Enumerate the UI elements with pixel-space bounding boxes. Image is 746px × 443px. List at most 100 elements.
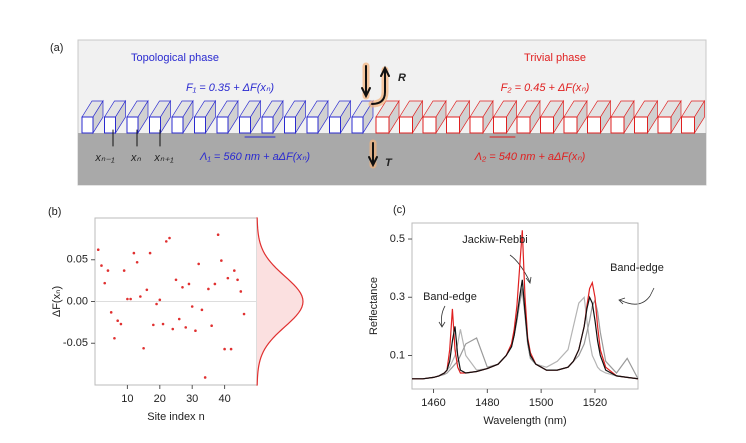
point: [233, 269, 236, 272]
plot-frame: [411, 222, 639, 390]
point: [122, 269, 126, 272]
point: [236, 278, 239, 282]
panel-label: (b): [48, 206, 61, 218]
x-axis-label: Wavelength (nm): [483, 415, 566, 427]
point: [145, 288, 149, 292]
point: [148, 251, 152, 255]
grating-block: [171, 116, 184, 134]
point: [116, 319, 119, 323]
grating-block: [493, 116, 507, 134]
phase-title: Trivial phase: [524, 52, 586, 64]
site-label: xₙ: [130, 152, 142, 164]
x-tick-label: 1520: [583, 397, 607, 409]
annotation: Jackiw-Rebbi: [462, 234, 527, 246]
point: [174, 278, 178, 282]
distribution-curve: [256, 217, 304, 386]
line-series: [412, 288, 639, 380]
reflected-label: R: [398, 72, 406, 84]
point: [213, 282, 217, 286]
point: [103, 281, 107, 285]
y-axis-label: ΔF(xₙ): [51, 286, 63, 317]
point: [200, 308, 204, 312]
point: [109, 311, 113, 314]
y-tick-label: 0.5: [390, 233, 405, 245]
point: [220, 259, 223, 262]
x-tick-label: 1480: [475, 397, 499, 409]
grating-block: [681, 116, 695, 134]
grating-block: [306, 116, 319, 134]
y-tick-label: 0.00: [67, 295, 88, 307]
grating-block: [261, 116, 274, 134]
point: [164, 240, 168, 243]
point: [194, 329, 197, 333]
transmitted-label: T: [385, 157, 393, 169]
grating-block: [399, 116, 413, 134]
point: [242, 312, 246, 316]
point: [197, 262, 200, 266]
grating-block: [469, 116, 484, 134]
point: [203, 376, 207, 379]
substrate: [78, 133, 706, 185]
point: [168, 236, 171, 240]
point: [239, 290, 243, 293]
point: [155, 302, 158, 306]
site-label: xₙ₊₁: [153, 152, 174, 164]
grating-block: [446, 116, 460, 134]
point: [161, 322, 165, 326]
point: [181, 286, 184, 289]
grating-block: [610, 116, 625, 134]
point: [129, 297, 132, 301]
x-axis-label: Site index n: [147, 411, 204, 423]
point: [210, 324, 213, 328]
point: [142, 346, 145, 350]
phase-title: Topological phase: [131, 52, 219, 64]
point: [106, 269, 110, 272]
grating-block: [375, 116, 390, 134]
grating-block: [81, 116, 94, 134]
grating-block: [239, 116, 251, 134]
grating-block: [634, 116, 648, 134]
y-tick-label: -0.05: [63, 337, 88, 349]
y-tick-label: 0.1: [390, 349, 405, 361]
grating-block: [216, 116, 229, 134]
line-series: [412, 230, 639, 380]
distribution: [257, 217, 303, 386]
grating-block: [540, 116, 554, 134]
grating-block: [516, 116, 531, 134]
fill-factor: F₂ = 0.45 + ΔF(xₙ): [501, 82, 590, 94]
x-tick-label: 10: [121, 393, 133, 405]
point: [119, 322, 123, 326]
point: [100, 264, 103, 267]
point: [152, 323, 155, 327]
point: [177, 317, 181, 321]
y-tick-label: 0.3: [390, 291, 405, 303]
point: [126, 297, 129, 301]
y-axis-label: Reflectance: [368, 277, 380, 335]
point: [226, 276, 230, 280]
grating: [81, 99, 706, 135]
annotation-arrows: [438, 254, 655, 328]
point: [139, 295, 142, 298]
period-label: Λ₂ = 540 nm + aΔF(xₙ): [474, 151, 586, 163]
x-tick-label: 40: [218, 393, 230, 405]
site-label: xₙ₋₁: [94, 152, 115, 164]
beam-arrows: [112, 62, 516, 169]
x-tick-label: 20: [154, 393, 166, 405]
panel-label: (a): [50, 42, 63, 54]
fill-factor: F₁ = 0.35 + ΔF(xₙ): [186, 82, 274, 94]
grating-block: [563, 116, 578, 134]
line-series: [412, 279, 639, 380]
grating-block: [149, 116, 161, 134]
point: [171, 327, 175, 331]
point: [190, 305, 194, 308]
point: [132, 251, 136, 255]
grating-block: [126, 116, 139, 134]
y-tick-label: 0.05: [67, 254, 88, 266]
grating-block: [351, 116, 364, 134]
period-label: Λ₁ = 560 nm + aΔF(xₙ): [199, 151, 310, 163]
x-tick-label: 1500: [529, 397, 553, 409]
grating-block: [194, 116, 206, 134]
grating-block: [329, 116, 341, 134]
grating-block: [422, 116, 437, 134]
